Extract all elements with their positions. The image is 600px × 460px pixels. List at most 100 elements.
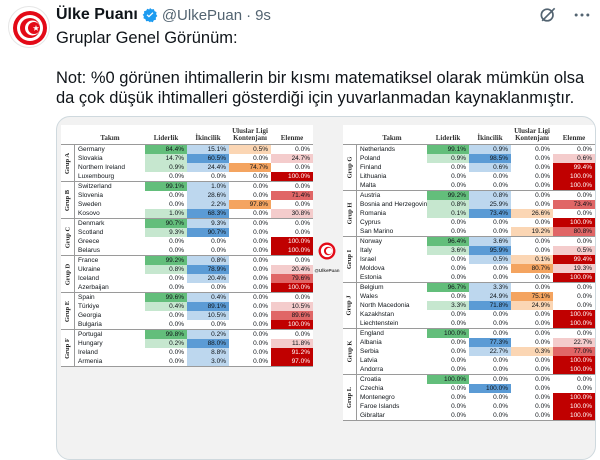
- team-name-cell: North Macedonia: [360, 302, 410, 309]
- group-label-cell: Grup E: [61, 293, 75, 329]
- column-header: Liderlik: [153, 134, 179, 142]
- group-label: Grup E: [64, 300, 72, 322]
- probability-cell: 0.0%: [169, 238, 184, 245]
- probability-cell: 0.0%: [253, 340, 268, 347]
- probability-cell: 0.0%: [535, 182, 550, 189]
- probability-cell: 0.0%: [577, 376, 592, 383]
- display-name[interactable]: Ülke Puanı: [56, 6, 138, 23]
- team-name-cell: Slovenia: [78, 192, 103, 199]
- grok-icon[interactable]: [538, 5, 558, 25]
- probability-cell: 0.0%: [169, 275, 184, 282]
- probability-cell: 0.0%: [493, 182, 508, 189]
- probability-cell: 0.0%: [253, 220, 268, 227]
- post-media-image[interactable]: Takım Liderlik İkincilik Uluslar Ligi Konte…: [56, 116, 596, 460]
- probability-cell: 0.0%: [451, 274, 466, 281]
- probability-cell: 90.7%: [145, 219, 187, 228]
- group-label-cell: Grup L: [343, 375, 357, 420]
- table-row: Lithuania 0.0% 0.0% 0.0% 100.0%: [357, 172, 595, 181]
- probability-cell: 24.7%: [271, 154, 313, 163]
- probability-cell: 22.7%: [553, 338, 595, 347]
- probability-cell: 0.0%: [295, 201, 310, 208]
- team-name-cell: Faroe Islands: [360, 403, 400, 410]
- team-name-cell: Scotland: [78, 229, 104, 236]
- probability-cell: 11.8%: [271, 339, 313, 348]
- team-name-cell: Liechtenstein: [360, 320, 399, 327]
- column-header: İkincilik: [195, 134, 221, 142]
- probability-cell: 0.1%: [427, 209, 469, 218]
- user-handle[interactable]: @UlkePuan: [161, 6, 243, 24]
- team-name-cell: Switzerland: [78, 183, 112, 190]
- probability-cell: 0.0%: [535, 376, 550, 383]
- probability-cell: 89.1%: [187, 302, 229, 311]
- probability-cell: 0.0%: [577, 293, 592, 300]
- probability-cell: 99.8%: [145, 330, 187, 339]
- probability-cell: 0.0%: [169, 201, 184, 208]
- probability-cell: 1.0%: [187, 182, 229, 191]
- probability-cell: 0.1%: [511, 255, 553, 264]
- probability-cell: 0.8%: [145, 265, 187, 274]
- post-timestamp[interactable]: 9s: [255, 6, 271, 24]
- probability-cell: 0.0%: [535, 274, 550, 281]
- probability-cell: 0.0%: [253, 238, 268, 245]
- probability-cell: 3.6%: [427, 246, 469, 255]
- team-name-cell: Kosovo: [78, 210, 100, 217]
- group-label: Grup A: [64, 152, 72, 174]
- table-row: Romania 0.1% 73.4% 26.6% 0.0%: [357, 209, 595, 218]
- probability-cell: 0.0%: [295, 294, 310, 301]
- table-row: Scotland 9.3% 90.7% 0.0% 0.0%: [75, 228, 313, 237]
- table-row: Georgia 0.0% 10.5% 0.0% 89.6%: [75, 311, 313, 320]
- team-name-cell: Slovakia: [78, 155, 103, 162]
- table-row: Türkiye 0.4% 89.1% 0.0% 10.5%: [75, 302, 313, 311]
- probability-cell: 0.0%: [535, 201, 550, 208]
- probability-cell: 0.0%: [535, 412, 550, 419]
- probability-cell: 0.0%: [535, 247, 550, 254]
- table-row: Armenia 0.0% 3.0% 0.0% 97.0%: [75, 357, 313, 366]
- probability-cell: 91.2%: [271, 348, 313, 357]
- team-name-cell: Gibraltar: [360, 412, 385, 419]
- probability-cell: 0.0%: [535, 357, 550, 364]
- group-label: Grup C: [64, 226, 71, 248]
- probability-cell: 0.0%: [295, 183, 310, 190]
- team-name-cell: Israel: [360, 256, 376, 263]
- probability-cell: 74.7%: [229, 163, 271, 172]
- probability-cell: 0.0%: [451, 182, 466, 189]
- team-name-cell: San Marino: [360, 228, 394, 235]
- team-name-cell: Cyprus: [360, 219, 381, 226]
- team-name-cell: Azerbaijan: [78, 284, 109, 291]
- probability-cell: 0.9%: [427, 154, 469, 163]
- group-label: Grup G: [346, 156, 354, 179]
- probability-cell: 100.0%: [427, 375, 469, 384]
- table-row: Greece 0.0% 0.0% 0.0% 100.0%: [75, 237, 313, 246]
- probability-cell: 0.0%: [535, 192, 550, 199]
- more-dots-icon[interactable]: [572, 5, 592, 25]
- table-row: Serbia 0.0% 22.7% 0.3% 77.0%: [357, 347, 595, 356]
- header-group-spacer: [343, 142, 357, 144]
- probability-cell: 0.0%: [253, 266, 268, 273]
- group-label: Grup D: [64, 263, 71, 285]
- probability-cell: 0.0%: [451, 311, 466, 318]
- probability-cell: 0.8%: [427, 200, 469, 209]
- probability-cell: 100.0%: [553, 218, 595, 227]
- probability-cell: 0.0%: [493, 376, 508, 383]
- probability-cell: 0.0%: [535, 320, 550, 327]
- probability-cell: 99.2%: [145, 256, 187, 265]
- probability-cell: 0.0%: [451, 357, 466, 364]
- probability-cell: 0.0%: [577, 385, 592, 392]
- table-row: Portugal 99.8% 0.2% 0.0% 0.0%: [75, 330, 313, 339]
- post-text-line1: Gruplar Genel Görünüm:: [56, 29, 238, 47]
- probability-cell: 100.0%: [553, 402, 595, 411]
- probability-cell: 100.0%: [469, 384, 511, 393]
- group-block: Grup D France 99.2% 0.8% 0.0% 0.0% Ukraine 0.8%…: [61, 256, 313, 293]
- table-row: Belgium 96.7% 3.3% 0.0% 0.0%: [357, 283, 595, 292]
- group-block: Grup F Portugal 99.8% 0.2% 0.0% 0.0% Hungary 0.…: [61, 330, 313, 367]
- probability-cell: 0.0%: [295, 164, 310, 171]
- probability-cell: 0.0%: [451, 228, 466, 235]
- probability-cell: 0.0%: [535, 330, 550, 337]
- team-name-cell: Georgia: [78, 312, 102, 319]
- probability-cell: 0.0%: [535, 366, 550, 373]
- column-header: Elenme: [562, 134, 586, 142]
- avatar[interactable]: [8, 6, 50, 48]
- probability-cell: 0.5%: [469, 255, 511, 264]
- probability-cell: 0.0%: [451, 173, 466, 180]
- probability-cell: 24.9%: [511, 301, 553, 310]
